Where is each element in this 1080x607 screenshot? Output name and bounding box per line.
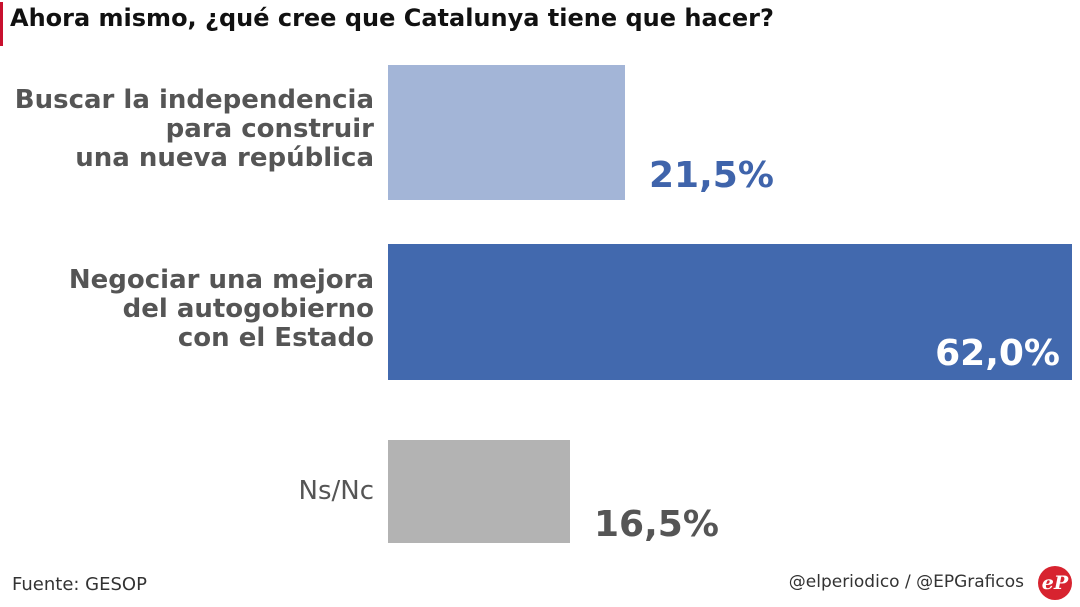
source-note: Fuente: GESOP [12, 574, 147, 595]
category-label-line: Ns/Nc [298, 476, 375, 506]
category-label: Negociar una mejora del autogobierno con e… [4, 266, 374, 353]
value-label: 62,0% [935, 333, 1060, 374]
category-label-line: del autogobierno [122, 294, 374, 324]
category-label: Ns/Nc [4, 476, 375, 506]
credit-text: @elperiodico / @EPGraficos [788, 572, 1024, 592]
category-label-line: con el Estado [177, 323, 374, 353]
category-label: Buscar la independencia para construir una… [4, 86, 374, 173]
category-label-line: Negociar una mejora [68, 265, 374, 295]
bar [388, 440, 570, 543]
bar [388, 65, 625, 200]
value-label: 16,5% [594, 504, 719, 545]
value-label: 21,5% [649, 155, 774, 196]
chart-title: Ahora mismo, ¿qué cree que Catalunya tie… [10, 4, 774, 32]
category-label-line: una nueva república [75, 143, 374, 173]
elperiodico-logo-icon: eP [1038, 566, 1072, 600]
category-label-line: para construir [165, 114, 374, 144]
title-accent-bar [0, 2, 3, 46]
bar [388, 244, 1072, 380]
category-label-line: Buscar la independencia [14, 85, 374, 115]
